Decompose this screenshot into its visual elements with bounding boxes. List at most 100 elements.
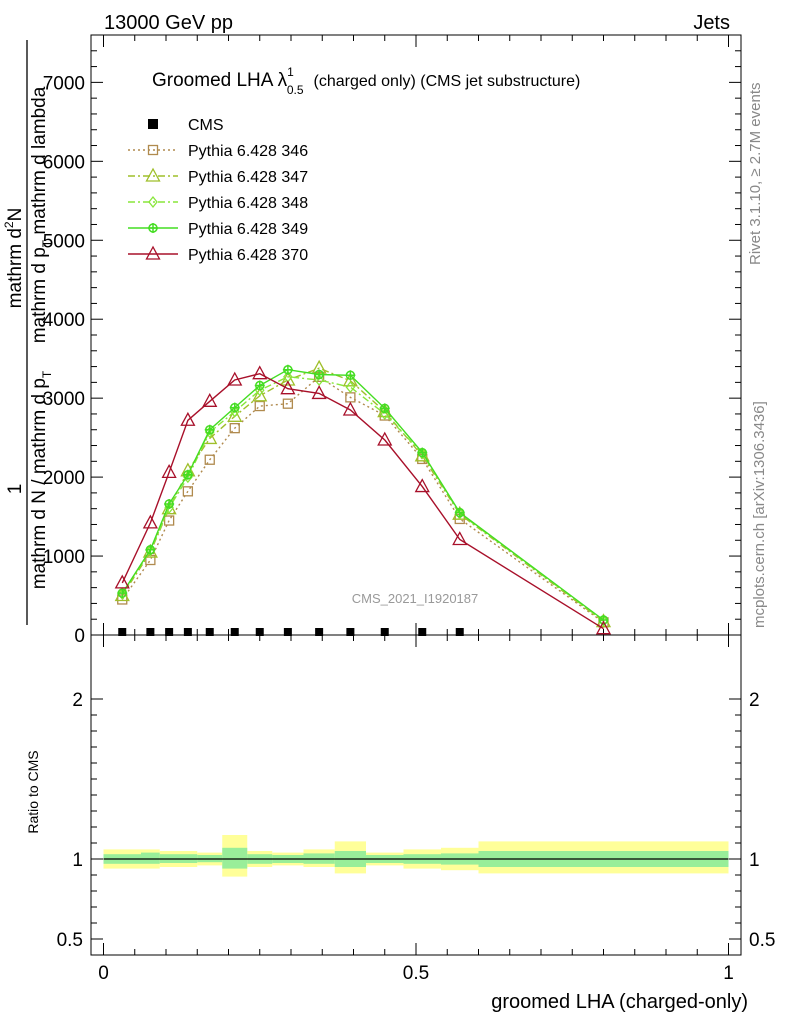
- rivet-label: Rivet 3.1.10, ≥ 2.7M events: [747, 83, 764, 266]
- ylabel-den-sub: T: [40, 370, 54, 378]
- ylabel-line2-sub: T: [40, 239, 54, 247]
- series-3-point: [345, 370, 356, 381]
- series-3-point: [314, 369, 325, 380]
- cms-point-4: [205, 628, 214, 636]
- cms-points: [118, 628, 464, 636]
- chart-title-sub: 0.5: [287, 83, 304, 97]
- series-line-3: [121, 368, 604, 621]
- series-4-point: [161, 464, 177, 479]
- cms-point-3: [183, 628, 192, 636]
- series-0-point: [229, 423, 240, 434]
- legend-label-cms: CMS: [188, 117, 224, 134]
- cms-point-7: [283, 628, 292, 636]
- legend: CMS Pythia 6.428 346 Pythia 6.428 347 Pythi…: [128, 117, 308, 264]
- ylabel-line2-a: mathrm d p: [29, 247, 50, 343]
- mcplots-label: mcplots.cern.ch [arXiv:1306.3436]: [751, 401, 768, 628]
- cms-point-9: [346, 628, 355, 636]
- ratio-band-inner-5: [222, 847, 248, 869]
- series-4-point: [280, 380, 296, 395]
- legend-marker-4: [145, 245, 161, 260]
- legend-item-2: Pythia 6.428 348: [128, 195, 308, 212]
- ylabel-line1-a: mathrm d: [5, 228, 26, 308]
- series-4-point: [311, 385, 327, 400]
- series-line-0: [121, 375, 604, 623]
- series-3-point: [379, 403, 390, 414]
- series-3-point: [417, 447, 428, 458]
- series-3-point: [182, 469, 193, 480]
- series-2-point: [454, 507, 465, 520]
- legend-item-1: Pythia 6.428 347: [128, 167, 308, 186]
- y-tick-label-6: 6000: [43, 152, 85, 173]
- series-2-point: [417, 447, 428, 460]
- series-1-point: [227, 407, 243, 422]
- axes: 0 0.5 1 0 1000 2000 3000 4000 5000 6000 7000 0.5 0.5…: [43, 34, 775, 984]
- series-0-point: [204, 454, 215, 465]
- series-2-point: [117, 587, 128, 600]
- chart-title: Groomed LHA λ1 0.5 (charged only) (CMS jet…: [152, 65, 580, 97]
- y-tick-label-5: 5000: [43, 231, 85, 252]
- y-tick-label-1: 1000: [43, 547, 85, 568]
- series-4-point: [142, 514, 158, 529]
- x-tick-label-0: 0: [98, 963, 109, 984]
- legend-label-4: Pythia 6.428 370: [188, 247, 308, 264]
- cms-point-10: [380, 628, 389, 636]
- ratio-y-tick-label-0: 0.5: [57, 930, 83, 951]
- x-tick-label-2: 1: [723, 963, 734, 984]
- series-4-point: [252, 365, 268, 380]
- y-tick-label-4: 4000: [43, 310, 85, 331]
- legend-item-4: Pythia 6.428 370: [128, 245, 308, 264]
- legend-item-0: Pythia 6.428 346: [128, 143, 308, 160]
- series-2-point: [598, 614, 609, 627]
- series-3-point: [164, 498, 175, 509]
- legend-item-3: Pythia 6.428 349: [128, 221, 308, 238]
- series-3-point: [204, 424, 215, 435]
- ylabel-line1-sup: 2: [2, 221, 16, 228]
- y-tick-label-0: 0: [74, 626, 85, 647]
- series-4-point: [377, 431, 393, 446]
- ylabel-denominator: mathrm d N / mathrm d pT: [29, 370, 54, 589]
- ylabel-line1: mathrm d2N: [2, 208, 26, 309]
- series-2-point: [345, 381, 356, 394]
- cms-point-8: [315, 628, 324, 636]
- series-layer: [114, 359, 612, 635]
- x-axis-label: groomed LHA (charged-only): [491, 991, 748, 1013]
- series-line-4: [121, 372, 604, 630]
- series-3-point: [145, 544, 156, 555]
- chart-title-rest: (charged only) (CMS jet substructure): [314, 73, 581, 90]
- y-tick-label-2: 2000: [43, 468, 85, 489]
- series-1-point: [342, 372, 358, 387]
- series-4-point: [227, 371, 243, 386]
- ratio-frame: [90, 634, 742, 956]
- legend-marker-3: [148, 223, 158, 233]
- ratio-band-inner-1: [141, 852, 160, 864]
- ylabel-line2-b: mathrm d lambda: [29, 86, 50, 240]
- legend-marker-2: [148, 195, 158, 209]
- series-0-point: [182, 486, 194, 497]
- legend-label-1: Pythia 6.428 347: [188, 169, 308, 186]
- ylabel-den-a: mathrm d N / mathrm d p: [29, 378, 50, 589]
- cms-point-2: [165, 628, 174, 636]
- cms-point-1: [146, 628, 155, 636]
- ratio-y-axis-label: Ratio to CMS: [25, 750, 41, 833]
- x-tick-label-1: 0.5: [403, 963, 429, 984]
- series-3-point: [598, 615, 609, 625]
- legend-label-3: Pythia 6.428 349: [188, 221, 308, 238]
- chart-title-sup: 1: [287, 65, 294, 79]
- series-4-point: [452, 531, 468, 546]
- series-4-point: [180, 411, 196, 426]
- series-line-2: [121, 376, 604, 622]
- ratio-y-tick-label-right-0: 0.5: [749, 930, 775, 951]
- legend-label-0: Pythia 6.428 346: [188, 143, 308, 160]
- y-tick-label-3: 3000: [43, 389, 85, 410]
- ylabel-one: 1: [5, 484, 26, 495]
- legend-marker-0: [147, 144, 159, 156]
- legend-item-cms: CMS: [148, 117, 224, 134]
- series-0-point: [254, 400, 265, 412]
- series-0-point: [282, 398, 294, 409]
- cms-point-6: [255, 628, 264, 636]
- series-4-point: [114, 574, 130, 589]
- legend-marker-cms: [148, 119, 158, 129]
- ratio-y-tick-label-2: 2: [72, 690, 83, 711]
